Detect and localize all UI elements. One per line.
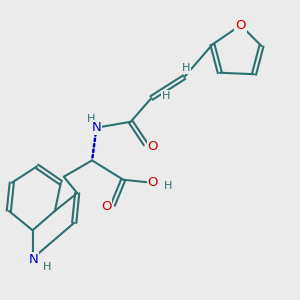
Text: O: O xyxy=(236,19,246,32)
Text: H: H xyxy=(87,114,95,124)
Text: O: O xyxy=(148,176,158,189)
Text: O: O xyxy=(148,140,158,153)
Text: O: O xyxy=(101,200,112,213)
Text: H: H xyxy=(182,63,190,73)
Text: N: N xyxy=(28,253,38,266)
Text: H: H xyxy=(164,181,172,191)
Text: N: N xyxy=(92,121,101,134)
Text: H: H xyxy=(162,91,170,100)
Text: H: H xyxy=(43,262,52,272)
